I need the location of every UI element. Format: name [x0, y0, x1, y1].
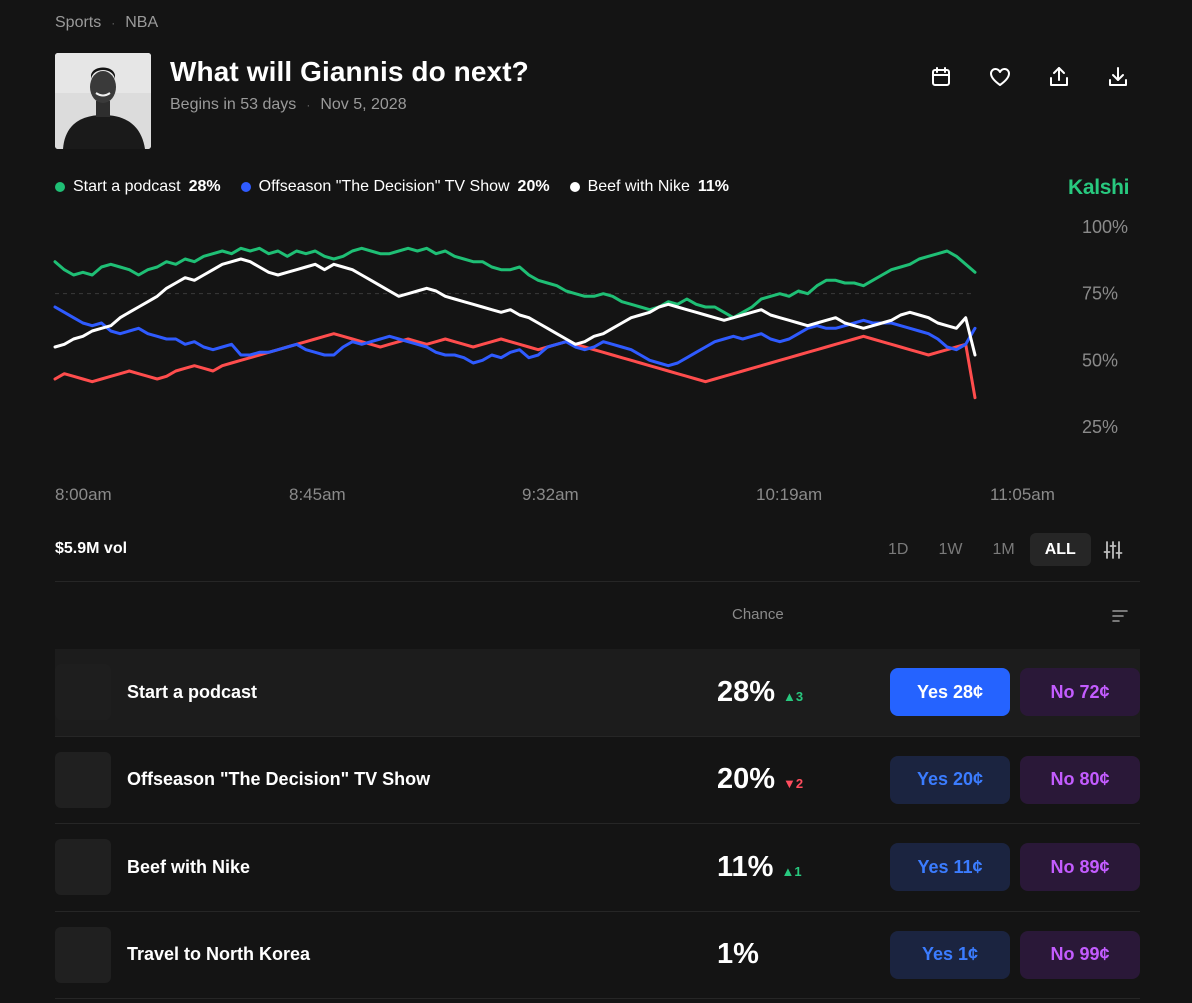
market-avatar	[55, 53, 151, 149]
y-tick-label: 25%	[1082, 417, 1118, 437]
y-tick-label: 100%	[1082, 217, 1128, 237]
series-line	[53, 257, 977, 357]
legend-label: Start a podcast	[73, 178, 181, 195]
legend-value: 11%	[697, 178, 729, 195]
buy-no-button[interactable]: No 72¢	[1020, 668, 1140, 717]
outcome-thumbnail	[55, 926, 111, 983]
buy-yes-button[interactable]: Yes 1¢	[890, 930, 1010, 979]
legend-dot-tv-show	[240, 182, 251, 192]
outcome-row-nike[interactable]: Beef with Nike 11% ▲1 Yes 11¢ No 89¢	[55, 824, 1140, 912]
outcome-chance: 20% ▼2	[717, 763, 803, 796]
favorite-button[interactable]	[987, 64, 1013, 90]
begins-text: Begins in 53 days	[170, 96, 297, 113]
breadcrumb-nba[interactable]: NBA	[125, 14, 159, 31]
buy-yes-button[interactable]: Yes 28¢	[890, 668, 1010, 717]
chart-legend: Start a podcast 28% Offseason "The Decis…	[55, 178, 729, 196]
y-tick-label: 50%	[1082, 350, 1118, 370]
chance-delta: ▲3	[783, 688, 804, 704]
download-button[interactable]	[1105, 64, 1131, 90]
chance-value: 11%	[717, 850, 774, 883]
outcome-chance: 11% ▲1	[717, 851, 802, 884]
outcome-label: Start a podcast	[127, 681, 258, 702]
chance-column-header: Chance	[732, 606, 784, 623]
outcome-row-tv-show[interactable]: Offseason "The Decision" TV Show 20% ▼2 …	[55, 737, 1140, 824]
legend-dot-nike	[569, 182, 580, 192]
outcome-chance: 28% ▲3	[717, 676, 803, 709]
chance-value: 1%	[717, 938, 759, 971]
brand-logo: Kalshi	[1068, 176, 1130, 199]
outcome-label: Offseason "The Decision" TV Show	[127, 769, 431, 790]
series-line	[53, 305, 977, 368]
event-date: Nov 5, 2028	[320, 96, 407, 113]
page-title: What will Giannis do next?	[170, 56, 529, 87]
outcome-row-north-korea[interactable]: Travel to North Korea 1% Yes 1¢ No 99¢	[55, 912, 1140, 999]
chance-delta: ▼2	[783, 776, 804, 792]
outcome-label: Travel to North Korea	[127, 944, 311, 965]
x-tick-label: 11:05am	[990, 485, 1055, 504]
header-actions	[928, 64, 1131, 90]
heart-icon	[990, 68, 1010, 86]
legend-value: 20%	[517, 178, 550, 195]
breadcrumb-separator: ·	[111, 16, 116, 30]
outcome-chance: 1%	[717, 938, 759, 971]
legend-value: 28%	[188, 178, 221, 195]
x-tick-label: 8:00am	[55, 485, 112, 504]
legend-item-tv-show: Offseason "The Decision" TV Show 20%	[240, 178, 550, 196]
volume-text: $5.9M vol	[55, 540, 128, 557]
legend-dot-podcast	[55, 182, 65, 192]
buy-yes-button[interactable]: Yes 11¢	[890, 843, 1010, 892]
outcome-thumbnail	[55, 751, 111, 808]
breadcrumb-sports[interactable]: Sports	[55, 14, 102, 31]
range-tab-1d[interactable]: 1D	[888, 540, 909, 558]
breadcrumb: Sports · NBA	[55, 14, 158, 32]
buy-no-button[interactable]: No 80¢	[1020, 755, 1140, 804]
download-icon	[1109, 67, 1127, 86]
market-subtitle: Begins in 53 days · Nov 5, 2028	[170, 96, 407, 114]
outcome-thumbnail	[55, 839, 111, 896]
range-tab-all[interactable]: ALL	[1029, 533, 1091, 566]
legend-label: Offseason "The Decision" TV Show	[258, 178, 510, 195]
range-tab-1w[interactable]: 1W	[938, 540, 963, 558]
range-tabs: 1D 1W 1M ALL	[873, 533, 1125, 566]
legend-label: Beef with Nike	[587, 178, 690, 195]
chance-delta: ▲1	[781, 863, 802, 879]
sort-button[interactable]	[1110, 606, 1130, 626]
outcome-thumbnail	[55, 664, 111, 721]
calendar-icon	[932, 67, 950, 86]
chance-value: 20%	[717, 763, 776, 796]
y-tick-label: 75%	[1082, 284, 1118, 304]
divider	[55, 581, 1140, 582]
buy-no-button[interactable]: No 99¢	[1020, 930, 1140, 979]
subtitle-separator: ·	[306, 98, 311, 112]
range-tab-1m[interactable]: 1M	[992, 540, 1015, 558]
outcome-row-podcast[interactable]: Start a podcast 28% ▲3 Yes 28¢ No 72¢	[55, 649, 1140, 737]
chance-value: 28%	[717, 675, 776, 708]
price-chart[interactable]: 100% 75% 50% 25% 8:00am 8:45am 9:32am 10:19am 11…	[0, 200, 1192, 520]
sliders-icon	[1103, 540, 1123, 559]
share-button[interactable]	[1046, 64, 1072, 90]
buy-no-button[interactable]: No 89¢	[1020, 843, 1140, 892]
outcome-list: Start a podcast 28% ▲3 Yes 28¢ No 72¢ Of…	[55, 649, 1140, 999]
outcome-label: Beef with Nike	[127, 856, 251, 877]
sort-icon	[1112, 610, 1128, 622]
x-tick-label: 10:19am	[756, 485, 822, 504]
legend-item-podcast: Start a podcast 28%	[55, 178, 221, 196]
person-photo-icon	[55, 53, 151, 149]
x-tick-label: 8:45am	[289, 485, 346, 504]
x-tick-label: 9:32am	[522, 485, 579, 504]
series-line	[53, 246, 977, 320]
series-line	[53, 332, 977, 400]
legend-item-nike: Beef with Nike 11%	[569, 178, 729, 196]
buy-yes-button[interactable]: Yes 20¢	[890, 755, 1010, 804]
calendar-button[interactable]	[928, 64, 954, 90]
chart-settings-button[interactable]	[1101, 538, 1125, 562]
share-icon	[1050, 67, 1068, 86]
